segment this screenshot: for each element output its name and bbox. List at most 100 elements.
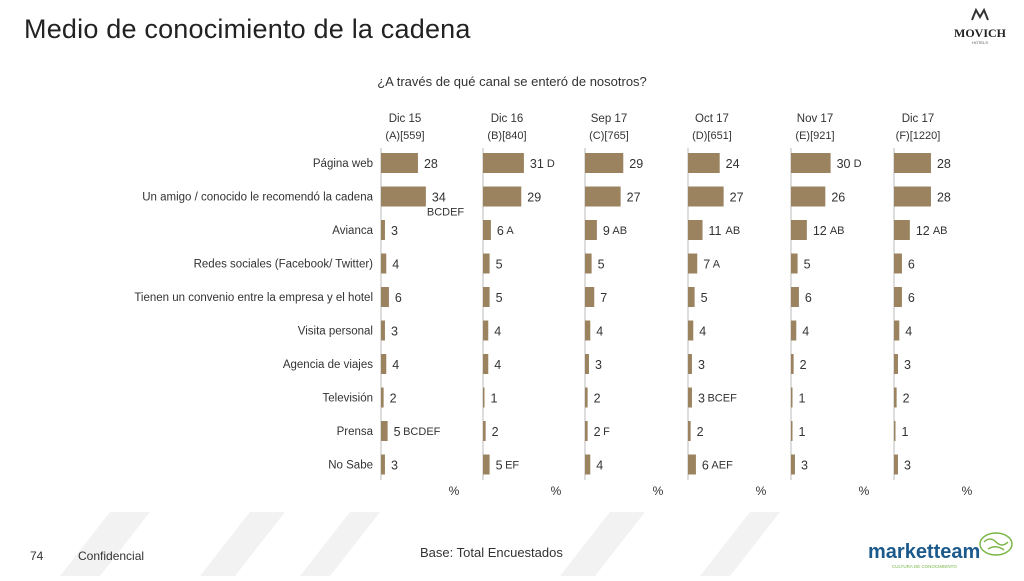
base-label: (F)[1220] [896, 130, 941, 142]
data-label: 6 [497, 224, 504, 238]
category-label: Página web [313, 158, 373, 170]
data-label: 28 [937, 191, 951, 205]
bar [688, 287, 695, 307]
category-label: Redes sociales (Facebook/ Twitter) [194, 259, 374, 271]
data-label: 28 [937, 157, 951, 171]
data-label: 4 [802, 325, 809, 339]
data-label: 7 [600, 291, 607, 305]
bar [381, 387, 384, 408]
data-label: 1 [491, 392, 498, 406]
bar [585, 253, 592, 274]
base-label: (A)[559] [385, 130, 424, 142]
data-label: 4 [494, 358, 501, 372]
bar [894, 253, 902, 274]
period-label: Sep 17 [591, 113, 627, 125]
significance-label: AB [933, 225, 948, 237]
bar [894, 387, 897, 408]
data-label: 4 [905, 325, 912, 339]
data-label: 6 [908, 258, 915, 272]
period-label: Nov 17 [797, 113, 833, 125]
bar [791, 186, 826, 207]
data-label: 27 [730, 191, 744, 205]
bar [585, 421, 588, 441]
data-label: 24 [726, 157, 740, 171]
period-label: Dic 16 [491, 113, 524, 125]
bar [381, 421, 388, 441]
chart-question: ¿A través de qué canal se enteró de noso… [377, 74, 647, 89]
data-label: 2 [492, 425, 499, 439]
bar [585, 287, 595, 307]
bar [791, 253, 798, 274]
bar [688, 454, 696, 475]
bar [688, 387, 692, 408]
data-label: 1 [799, 425, 806, 439]
data-label: 29 [527, 191, 541, 205]
data-label: 2 [390, 392, 397, 406]
bar [688, 354, 692, 374]
category-label: No Sabe [328, 460, 373, 472]
bar [791, 454, 795, 475]
category-label: Visita personal [298, 326, 373, 338]
bar [894, 153, 931, 173]
unit-label: % [653, 484, 664, 498]
data-label: 11 [709, 224, 722, 238]
bar [894, 354, 898, 374]
bar [585, 220, 597, 240]
data-label: 5 [701, 291, 708, 305]
confidential-label: Confidencial [78, 549, 145, 563]
bar [894, 186, 931, 207]
significance-label: BCDEF [403, 426, 441, 438]
bar [381, 220, 385, 240]
unit-label: % [551, 484, 562, 498]
bar [483, 354, 489, 374]
base-label: (E)[921] [795, 130, 834, 142]
bar [791, 421, 793, 441]
data-label: 31 [530, 157, 544, 171]
bar [585, 153, 624, 173]
data-label: 3 [595, 358, 602, 372]
data-label: 5 [598, 258, 605, 272]
data-label: 29 [629, 157, 643, 171]
data-label: 6 [395, 291, 402, 305]
data-label: 28 [424, 157, 438, 171]
bar [585, 454, 591, 475]
bar [894, 454, 898, 475]
data-label: 12 [916, 224, 930, 238]
data-label: 5 [804, 258, 811, 272]
bar [585, 186, 621, 207]
significance-label: F [603, 426, 610, 438]
bar [688, 220, 703, 240]
data-label: 4 [392, 358, 399, 372]
data-label: 4 [494, 325, 501, 339]
data-label: 3 [904, 358, 911, 372]
significance-label: D [547, 158, 555, 170]
bar [483, 454, 490, 475]
bar [381, 186, 426, 207]
page-number: 74 [30, 549, 44, 563]
data-label: 4 [699, 325, 706, 339]
data-label: 26 [831, 191, 845, 205]
data-label: 3 [391, 325, 398, 339]
data-label: 2 [800, 358, 807, 372]
bar [585, 354, 589, 374]
data-label: 6 [702, 459, 709, 473]
significance-label: D [854, 158, 862, 170]
page-title: Medio de conocimiento de la cadena [24, 14, 471, 44]
data-label: 1 [902, 425, 909, 439]
bar-chart: Página web Un amigo / conocido le recomen… [134, 113, 972, 498]
data-label: 3 [698, 392, 705, 406]
significance-label: AB [830, 225, 845, 237]
bar [483, 421, 486, 441]
base-note: Base: Total Encuestados [420, 545, 563, 560]
period-label: Dic 17 [902, 113, 935, 125]
bar [483, 186, 522, 207]
data-label: 9 [603, 224, 610, 238]
bar [791, 220, 807, 240]
bar [483, 387, 485, 408]
data-label: 3 [698, 358, 705, 372]
significance-label: A [713, 259, 721, 271]
category-label: Prensa [337, 426, 374, 438]
bar [381, 354, 387, 374]
agency-text: marketteam [868, 541, 980, 563]
bar [483, 287, 490, 307]
